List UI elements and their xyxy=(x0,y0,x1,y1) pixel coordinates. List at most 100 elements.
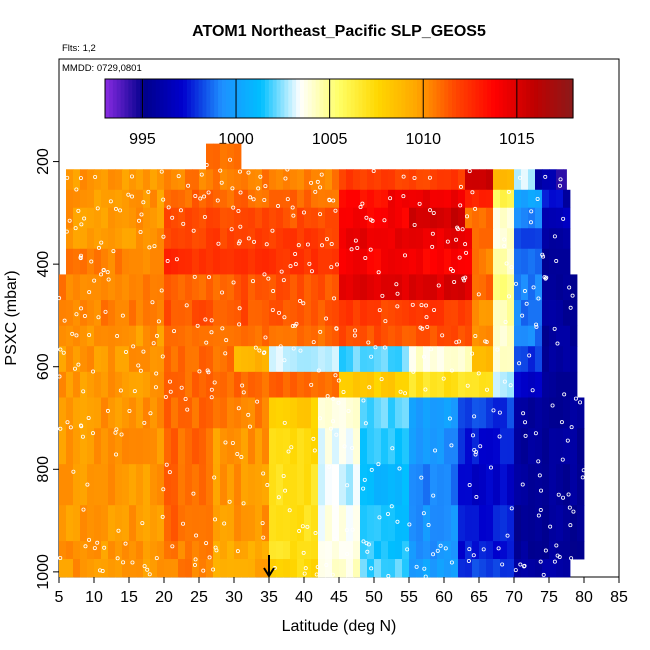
track-point xyxy=(65,175,70,180)
heatmap-cell xyxy=(451,274,459,301)
colorbar-swatch xyxy=(175,79,180,118)
track-point xyxy=(98,568,103,573)
track-point xyxy=(506,294,511,299)
heatmap-cell xyxy=(374,428,382,465)
heatmap-cell xyxy=(437,428,445,465)
heatmap-cell xyxy=(423,325,431,347)
heatmap-cell xyxy=(465,325,473,347)
heatmap-cell xyxy=(311,428,319,465)
heatmap-cell xyxy=(423,189,431,209)
heatmap-cell xyxy=(549,428,557,465)
heatmap-cell xyxy=(430,228,438,250)
heatmap-cell xyxy=(101,189,109,209)
heatmap-cell xyxy=(486,559,494,578)
colorbar-swatch xyxy=(346,79,352,118)
colorbar-swatch xyxy=(307,79,313,118)
track-point xyxy=(462,278,467,283)
track-point xyxy=(557,555,562,560)
track-point xyxy=(380,293,385,298)
heatmap-cell xyxy=(339,346,347,373)
track-point xyxy=(119,432,124,437)
colorbar-swatch xyxy=(405,79,410,118)
heatmap-cell xyxy=(283,464,291,506)
track-point xyxy=(102,545,107,550)
heatmap-cell xyxy=(297,274,305,301)
heatmap-cell xyxy=(241,300,249,327)
heatmap-cell xyxy=(122,300,130,327)
colorbar-swatch xyxy=(261,79,266,118)
heatmap-cell xyxy=(451,346,459,373)
track-point xyxy=(395,291,400,296)
track-point xyxy=(422,566,427,571)
heatmap-cell xyxy=(290,428,298,465)
heatmap-cell xyxy=(472,300,480,327)
heatmap-cell xyxy=(115,464,123,506)
x-axis: 5 10 15 20 25 30 35 40 45 50 55 60 65 70 75 80 85 xyxy=(55,577,628,606)
heatmap-cell xyxy=(437,300,445,327)
track-point xyxy=(90,431,95,436)
heatmap-cell xyxy=(493,228,501,250)
track-point xyxy=(87,537,92,542)
heatmap-cell xyxy=(556,397,564,429)
heatmap-cell xyxy=(276,346,284,373)
flights-label: Flts: 1,2 xyxy=(62,43,96,54)
track-point xyxy=(204,541,209,546)
heatmap-cell xyxy=(346,248,354,275)
heatmap-cell xyxy=(465,189,473,209)
heatmap-cell xyxy=(500,428,508,465)
heatmap-cell xyxy=(213,505,221,542)
track-point xyxy=(156,319,161,324)
track-point xyxy=(495,347,500,352)
heatmap-cell xyxy=(521,428,529,465)
heatmap-cell xyxy=(80,428,88,465)
heatmap-cell xyxy=(311,169,319,191)
heatmap-cell xyxy=(472,397,480,429)
track-point xyxy=(57,296,62,301)
colorbar-swatch xyxy=(518,79,523,118)
heatmap-cell xyxy=(304,228,312,250)
heatmap-cell xyxy=(542,169,550,191)
heatmap-cell xyxy=(66,274,74,301)
track-point xyxy=(303,566,308,571)
heatmap-cell xyxy=(381,300,389,327)
heatmap-cell xyxy=(318,505,326,542)
heatmap-cell xyxy=(108,248,116,275)
heatmap-cell xyxy=(346,207,354,229)
heatmap-cell xyxy=(59,464,67,506)
track-point xyxy=(397,466,402,471)
heatmap-cell xyxy=(325,300,333,327)
heatmap-cell xyxy=(542,464,550,506)
track-point xyxy=(78,256,83,261)
heatmap-cell xyxy=(521,228,529,250)
heatmap-cell xyxy=(514,207,522,229)
track-point xyxy=(554,543,559,548)
heatmap-cell xyxy=(493,346,501,373)
track-point xyxy=(568,523,573,528)
heatmap-cell xyxy=(199,189,207,209)
heatmap-cell xyxy=(388,248,396,275)
heatmap-cell xyxy=(451,397,459,429)
heatmap-cell xyxy=(360,397,368,429)
track-point xyxy=(509,506,514,511)
track-point xyxy=(536,459,541,464)
track-point xyxy=(80,434,85,439)
heatmap-cell xyxy=(171,346,179,373)
heatmap-cell xyxy=(521,541,529,560)
heatmap-cell xyxy=(80,189,88,209)
heatmap-cell xyxy=(101,428,109,465)
track-point xyxy=(202,214,207,219)
track-point xyxy=(555,341,560,346)
heatmap-cell xyxy=(213,169,221,191)
heatmap-cell xyxy=(94,274,102,301)
track-point xyxy=(74,333,79,338)
track-point xyxy=(194,533,199,538)
track-point xyxy=(253,345,258,350)
track-point xyxy=(570,293,575,298)
heatmap-cell xyxy=(59,300,67,327)
heatmap-cell xyxy=(150,371,158,398)
heatmap-cell xyxy=(227,559,235,578)
heatmap-cell xyxy=(556,207,564,229)
heatmap-cell xyxy=(563,464,571,506)
heatmap-cell xyxy=(346,371,354,398)
track-point xyxy=(431,493,436,498)
